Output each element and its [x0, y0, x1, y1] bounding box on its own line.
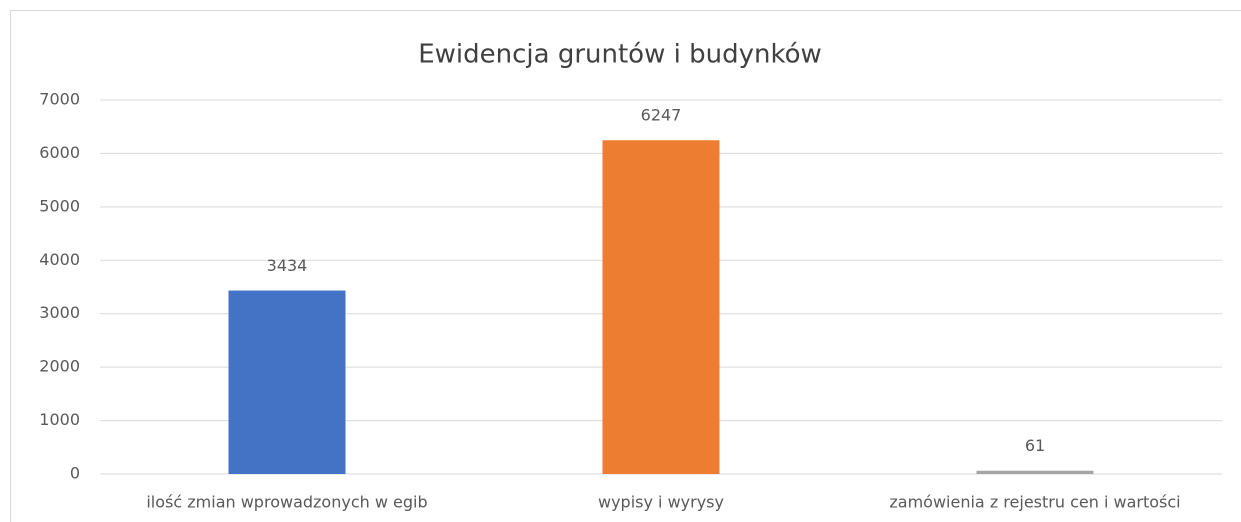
data-label: 3434	[267, 256, 308, 275]
y-tick-label: 0	[70, 464, 80, 483]
y-tick-label: 6000	[39, 143, 80, 162]
y-tick-label: 2000	[39, 357, 80, 376]
y-tick-label: 1000	[39, 410, 80, 429]
y-tick-label: 7000	[39, 90, 80, 109]
data-label: 6247	[641, 106, 682, 125]
data-label: 61	[1025, 436, 1045, 455]
bar	[602, 140, 720, 474]
bar	[228, 290, 346, 474]
chart-title: Ewidencja gruntów i budynków	[418, 40, 822, 70]
x-tick-label: wypisy i wyrysy	[598, 493, 724, 512]
x-tick-label: zamówienia z rejestru cen i wartości	[889, 493, 1180, 512]
y-tick-label: 4000	[39, 250, 80, 269]
bar	[976, 470, 1094, 474]
y-tick-label: 5000	[39, 196, 80, 215]
x-tick-label: ilość zmian wprowadzonych w egib	[146, 493, 427, 512]
y-tick-label: 3000	[39, 303, 80, 322]
